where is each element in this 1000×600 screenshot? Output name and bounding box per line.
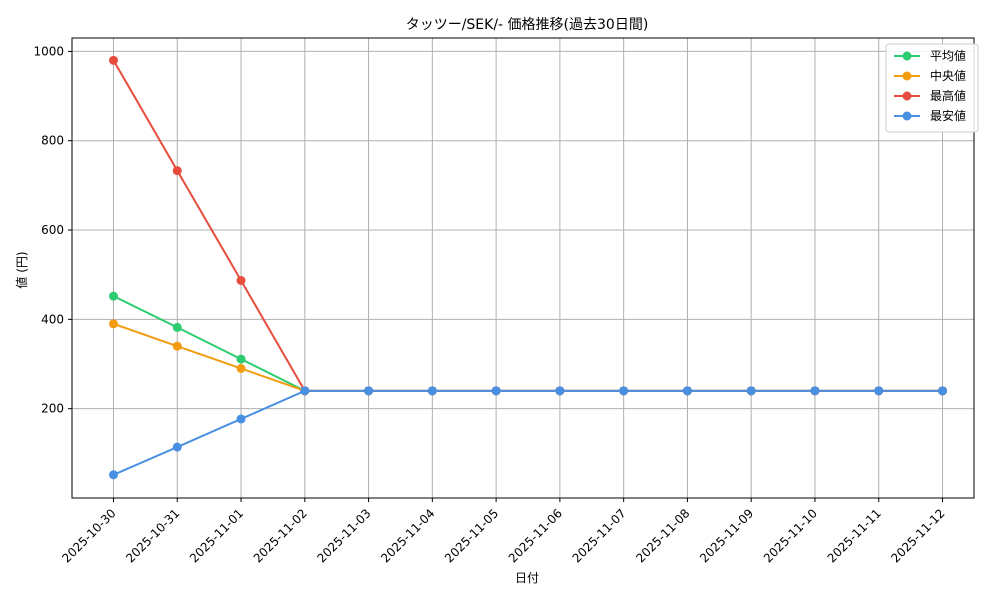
y-axis-ticks: 200 400 600 800 1000: [33, 44, 72, 416]
y-tick-label: 600: [41, 223, 64, 237]
data-point: [172, 442, 182, 452]
x-tick-label: 2025-11-10: [761, 506, 820, 565]
data-point: [810, 386, 820, 396]
series-layer: [109, 55, 947, 480]
x-tick-label: 2025-11-09: [697, 506, 756, 565]
data-point: [109, 319, 118, 329]
x-tick-label: 2025-11-06: [506, 506, 565, 565]
legend-marker: [902, 71, 912, 81]
x-tick-label: 2025-11-02: [251, 506, 310, 565]
data-point: [300, 386, 310, 396]
legend-marker: [902, 91, 912, 101]
legend-box: [885, 43, 979, 133]
legend-marker: [902, 111, 912, 121]
data-point: [236, 354, 246, 364]
series-line: [113, 389, 943, 476]
x-tick-label: 2025-11-03: [314, 506, 373, 565]
series-0: [109, 291, 947, 396]
data-point: [172, 166, 182, 176]
x-axis-label: 日付: [515, 571, 539, 585]
data-point: [619, 386, 629, 396]
data-point: [172, 341, 182, 351]
x-tick-label: 2025-11-04: [378, 506, 437, 565]
data-point: [682, 386, 692, 396]
data-point: [938, 386, 947, 396]
series-1: [109, 319, 947, 396]
x-tick-label: 2025-11-07: [570, 506, 629, 565]
series-line: [112, 59, 943, 392]
plot-frame: [71, 37, 975, 499]
legend-item: 最安値: [894, 108, 966, 123]
y-tick-label: 800: [41, 134, 64, 148]
data-point: [236, 276, 246, 286]
chart-title: タッツー/SEK/- 価格推移(過去30日間): [406, 17, 649, 33]
x-tick-label: 2025-11-11: [825, 506, 884, 565]
data-point: [172, 322, 182, 332]
series-line: [113, 295, 943, 392]
data-point: [491, 386, 501, 396]
y-axis-label: 値 (円): [14, 251, 29, 288]
data-point: [236, 414, 246, 424]
x-tick-label: 2025-11-08: [633, 506, 692, 565]
y-tick-label: 1000: [33, 44, 64, 58]
series-2: [109, 55, 947, 396]
y-tick-label: 400: [41, 312, 64, 326]
data-point: [109, 55, 118, 65]
legend-marker: [902, 51, 912, 61]
x-tick-label: 2025-11-12: [888, 506, 947, 565]
data-point: [236, 363, 246, 373]
legend-item: 最高値: [894, 88, 966, 103]
legend-item: 平均値: [894, 48, 966, 63]
data-point: [555, 386, 565, 396]
x-tick-label: 2025-10-30: [59, 506, 118, 565]
legend-label: 中央値: [930, 68, 966, 83]
x-tick-label: 2025-11-01: [187, 506, 246, 565]
data-point: [746, 386, 756, 396]
legend-label: 平均値: [930, 48, 966, 63]
data-point: [364, 386, 374, 396]
data-point: [427, 386, 437, 396]
legend-label: 最高値: [930, 88, 966, 103]
data-point: [109, 470, 118, 480]
y-tick-label: 200: [41, 402, 64, 416]
data-point: [109, 291, 118, 301]
x-axis-ticks: 2025-10-30 2025-10-31 2025-11-01 2025-11-02…: [59, 498, 948, 565]
x-tick-label: 2025-10-31: [123, 506, 182, 565]
series-3: [109, 386, 947, 480]
legend-label: 最安値: [930, 108, 966, 123]
grid-lines: [72, 38, 974, 498]
legend-item: 中央値: [894, 68, 966, 83]
x-tick-label: 2025-11-05: [442, 506, 501, 565]
data-point: [874, 386, 884, 396]
